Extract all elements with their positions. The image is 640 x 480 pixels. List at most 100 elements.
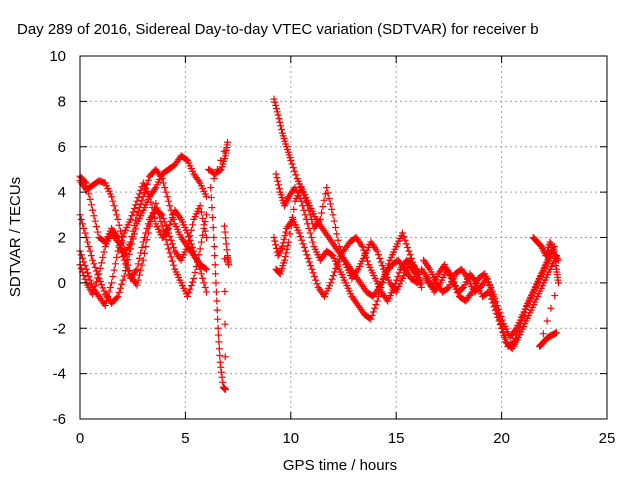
data-point (90, 212, 98, 220)
data-point (335, 243, 343, 251)
y-tick-label: 4 (58, 184, 66, 201)
series-track-h (270, 215, 423, 305)
y-tick-label: 8 (58, 93, 66, 110)
data-point (103, 297, 111, 305)
data-point (385, 260, 393, 268)
data-point (378, 279, 386, 287)
data-point (166, 202, 174, 210)
x-tick-label: 10 (282, 430, 299, 447)
data-point (166, 233, 174, 241)
data-point (401, 236, 409, 244)
data-point (299, 240, 307, 248)
data-point (374, 251, 382, 259)
data-point (165, 229, 173, 237)
y-axis-label: SDTVAR / TECUs (7, 177, 24, 297)
data-point (130, 230, 138, 238)
y-tick-label: 6 (58, 139, 66, 156)
data-point (305, 206, 313, 214)
data-point (132, 225, 140, 233)
data-point (309, 238, 317, 246)
data-point (142, 229, 150, 237)
data-point (82, 265, 90, 273)
data-point (167, 236, 175, 244)
data-point (498, 316, 506, 324)
data-point (90, 286, 98, 294)
data-point (491, 306, 499, 314)
data-point (517, 320, 525, 328)
data-point (84, 238, 92, 246)
data-point (104, 292, 112, 300)
data-point (186, 285, 194, 293)
data-point (281, 232, 289, 240)
data-point (274, 111, 282, 119)
y-tick-label: -2 (53, 320, 66, 337)
data-point (287, 156, 295, 164)
data-point (186, 232, 194, 240)
data-point (496, 321, 504, 329)
data-point (133, 281, 141, 289)
data-point (111, 206, 119, 214)
data-point (133, 265, 141, 273)
data-point (116, 284, 124, 292)
data-point (272, 241, 280, 249)
data-point (108, 193, 116, 201)
data-point (95, 270, 103, 278)
data-point (144, 176, 152, 184)
data-point (216, 358, 224, 366)
data-point (161, 218, 169, 226)
data-point (141, 234, 149, 241)
y-tick-label: -6 (53, 411, 66, 428)
data-point (219, 378, 227, 386)
data-point (515, 323, 523, 331)
data-point (274, 177, 282, 185)
data-point (115, 221, 123, 229)
data-point (209, 214, 217, 222)
data-point (210, 175, 218, 183)
data-point (302, 198, 310, 206)
data-point (214, 324, 222, 332)
data-point (308, 265, 316, 273)
data-point (81, 229, 89, 237)
data-point (376, 288, 384, 296)
data-point (399, 229, 407, 237)
data-point (185, 237, 193, 245)
data-point (220, 222, 228, 230)
data-point (307, 262, 315, 270)
data-point (217, 156, 225, 164)
data-point (417, 283, 425, 291)
data-point (316, 215, 324, 223)
data-point (330, 217, 338, 225)
data-point (273, 108, 281, 116)
data-point (282, 228, 290, 236)
data-point (358, 243, 366, 251)
data-point (157, 210, 165, 218)
data-point (273, 174, 281, 182)
data-point (276, 118, 284, 126)
data-point (327, 279, 335, 287)
data-point (324, 189, 332, 197)
data-point (323, 184, 331, 192)
data-point (194, 258, 202, 266)
data-point (288, 160, 296, 168)
data-point (197, 238, 205, 246)
data-point (307, 215, 315, 223)
data-point (221, 320, 229, 328)
series-track-n (529, 234, 563, 350)
data-point (134, 194, 142, 202)
data-point (196, 245, 204, 253)
data-point (373, 297, 381, 305)
data-point (129, 235, 137, 243)
data-point (133, 197, 141, 205)
data-point (325, 194, 333, 202)
data-point (222, 234, 230, 242)
data-point (220, 147, 228, 155)
data-point (135, 190, 143, 198)
data-point (291, 167, 299, 175)
data-point (162, 188, 170, 196)
data-point (144, 220, 152, 228)
data-point (295, 229, 303, 237)
data-point (300, 191, 308, 199)
data-point (196, 265, 204, 273)
data-point (284, 242, 292, 250)
data-point (520, 309, 528, 317)
